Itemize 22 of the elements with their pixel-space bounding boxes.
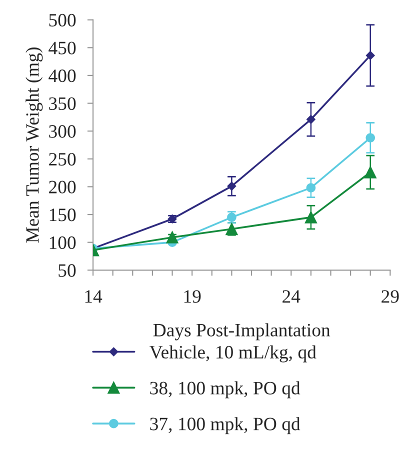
x-tick-label: 14 <box>85 290 102 303</box>
legend-label: Vehicle, 10 mL/kg, qd <box>150 345 316 362</box>
y-tick-label: 500 <box>49 14 76 27</box>
y-tick-label: 400 <box>48 70 76 82</box>
legend-label: 38, 100 mpk, PO qd <box>150 381 300 398</box>
point <box>304 211 318 224</box>
y-tick-label: 50 <box>58 264 76 277</box>
point <box>166 231 178 244</box>
y-tick-label: 100 <box>50 236 76 250</box>
y-axis-title: Mean Tumor Weight (mg) <box>26 48 43 243</box>
y-tick-label: 250 <box>49 152 76 166</box>
y-tick-label: 200 <box>49 180 76 194</box>
point <box>364 166 376 178</box>
x-axis-title: Days Post-Implantation <box>153 323 330 340</box>
y-tick-label: 450 <box>48 42 76 54</box>
x-tick-label: 29 <box>382 290 399 303</box>
y-tick-label: 150 <box>50 208 76 222</box>
y-tick-label: 350 <box>49 97 76 110</box>
x-tick-label: 24 <box>282 290 300 303</box>
y-tick-label: 300 <box>49 125 76 138</box>
x-tick-label: 19 <box>184 290 201 303</box>
legend-label: 37, 100 mpk, PO qd <box>150 417 300 434</box>
